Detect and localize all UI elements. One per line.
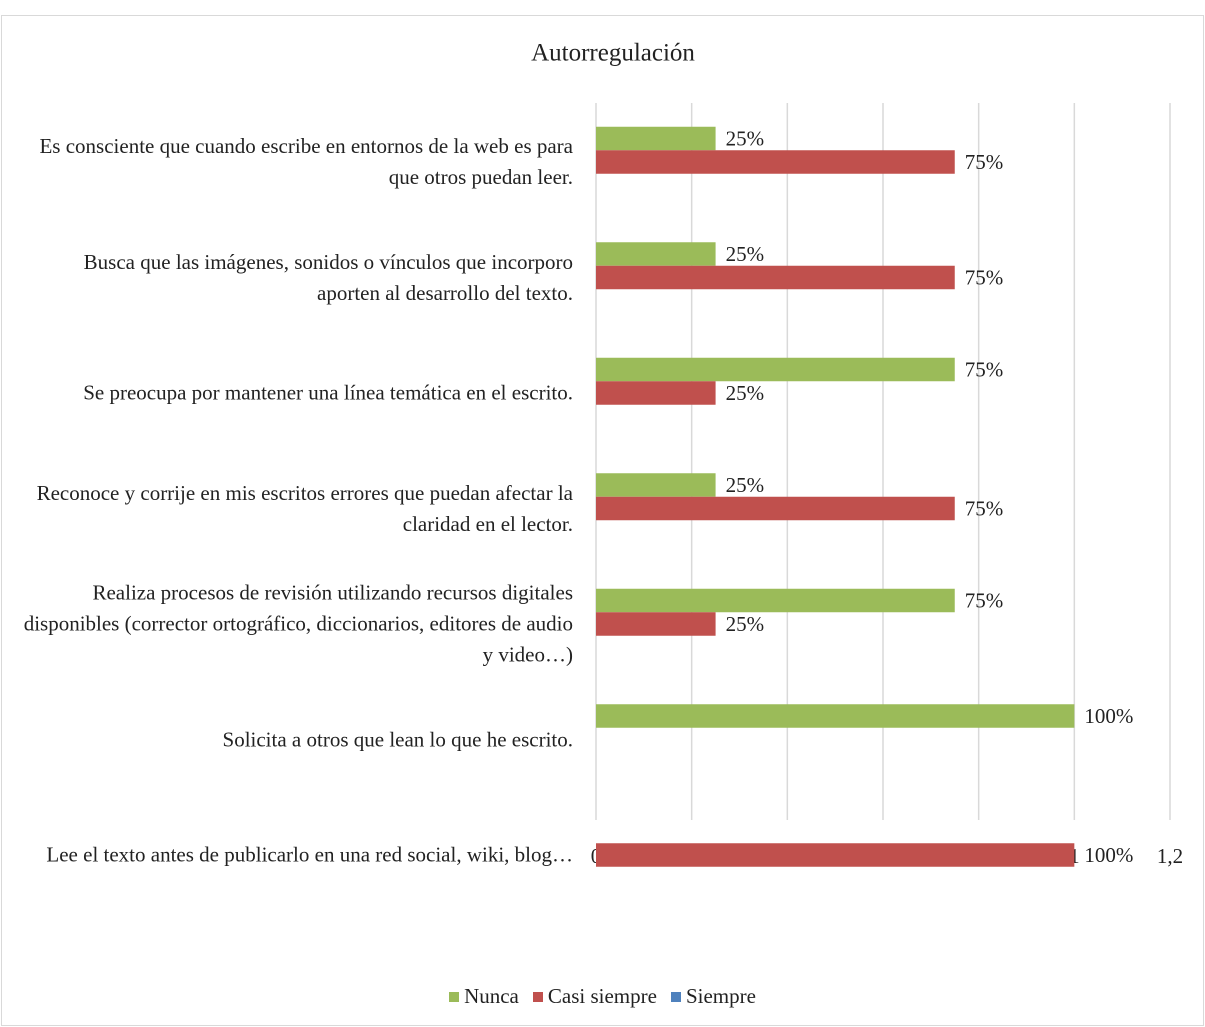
- category-label: Se preocupa por mantener una línea temát…: [83, 380, 573, 405]
- legend-item: Nunca: [449, 984, 519, 1009]
- bar: [596, 242, 716, 266]
- bar: [596, 381, 716, 405]
- value-label: 25%: [726, 381, 765, 405]
- legend-label: Nunca: [464, 984, 519, 1008]
- value-label: 25%: [726, 473, 765, 497]
- bar: [596, 496, 955, 521]
- category-label: Lee el texto antes de publicarlo en una …: [46, 842, 573, 867]
- value-label: 75%: [965, 588, 1004, 612]
- chart-title: Autorregulación: [531, 40, 695, 67]
- value-label: 75%: [965, 265, 1004, 289]
- bar: [596, 843, 1075, 867]
- bar: [596, 473, 716, 497]
- bar: [596, 357, 955, 382]
- bar: [596, 126, 716, 151]
- value-label: 100%: [1084, 843, 1133, 867]
- bar: [596, 704, 1075, 728]
- bar: [596, 265, 955, 290]
- legend: Nunca Casi siempre Siempre: [0, 984, 1205, 1009]
- value-label: 25%: [726, 242, 765, 266]
- value-label: 25%: [726, 126, 765, 150]
- bar: [596, 150, 955, 174]
- category-label: Solicita a otros que lean lo que he escr…: [222, 727, 573, 751]
- chart-border: [1, 15, 1204, 1026]
- value-label: 25%: [726, 612, 765, 636]
- legend-label: Casi siempre: [547, 984, 657, 1008]
- value-label: 75%: [965, 357, 1004, 381]
- legend-item: Casi siempre: [532, 984, 657, 1009]
- bar: [596, 612, 716, 636]
- category-label: Es consciente que cuando escribe en ento…: [39, 134, 573, 189]
- legend-swatch: [449, 991, 460, 1002]
- category-label: Realiza procesos de revisión utilizando …: [23, 580, 573, 667]
- value-label: 100%: [1084, 704, 1133, 728]
- legend-swatch: [670, 991, 681, 1002]
- legend-label: Siempre: [685, 984, 756, 1008]
- value-label: 75%: [965, 150, 1004, 174]
- legend-item: Siempre: [670, 984, 756, 1009]
- x-tick-label: 1,2: [1157, 844, 1183, 868]
- value-label: 75%: [965, 496, 1004, 520]
- bar: [596, 588, 955, 613]
- legend-swatch: [532, 991, 543, 1002]
- category-label: Reconoce y corrije en mis escritos error…: [36, 480, 573, 536]
- category-label: Busca que las imágenes, sonidos o víncul…: [83, 249, 573, 305]
